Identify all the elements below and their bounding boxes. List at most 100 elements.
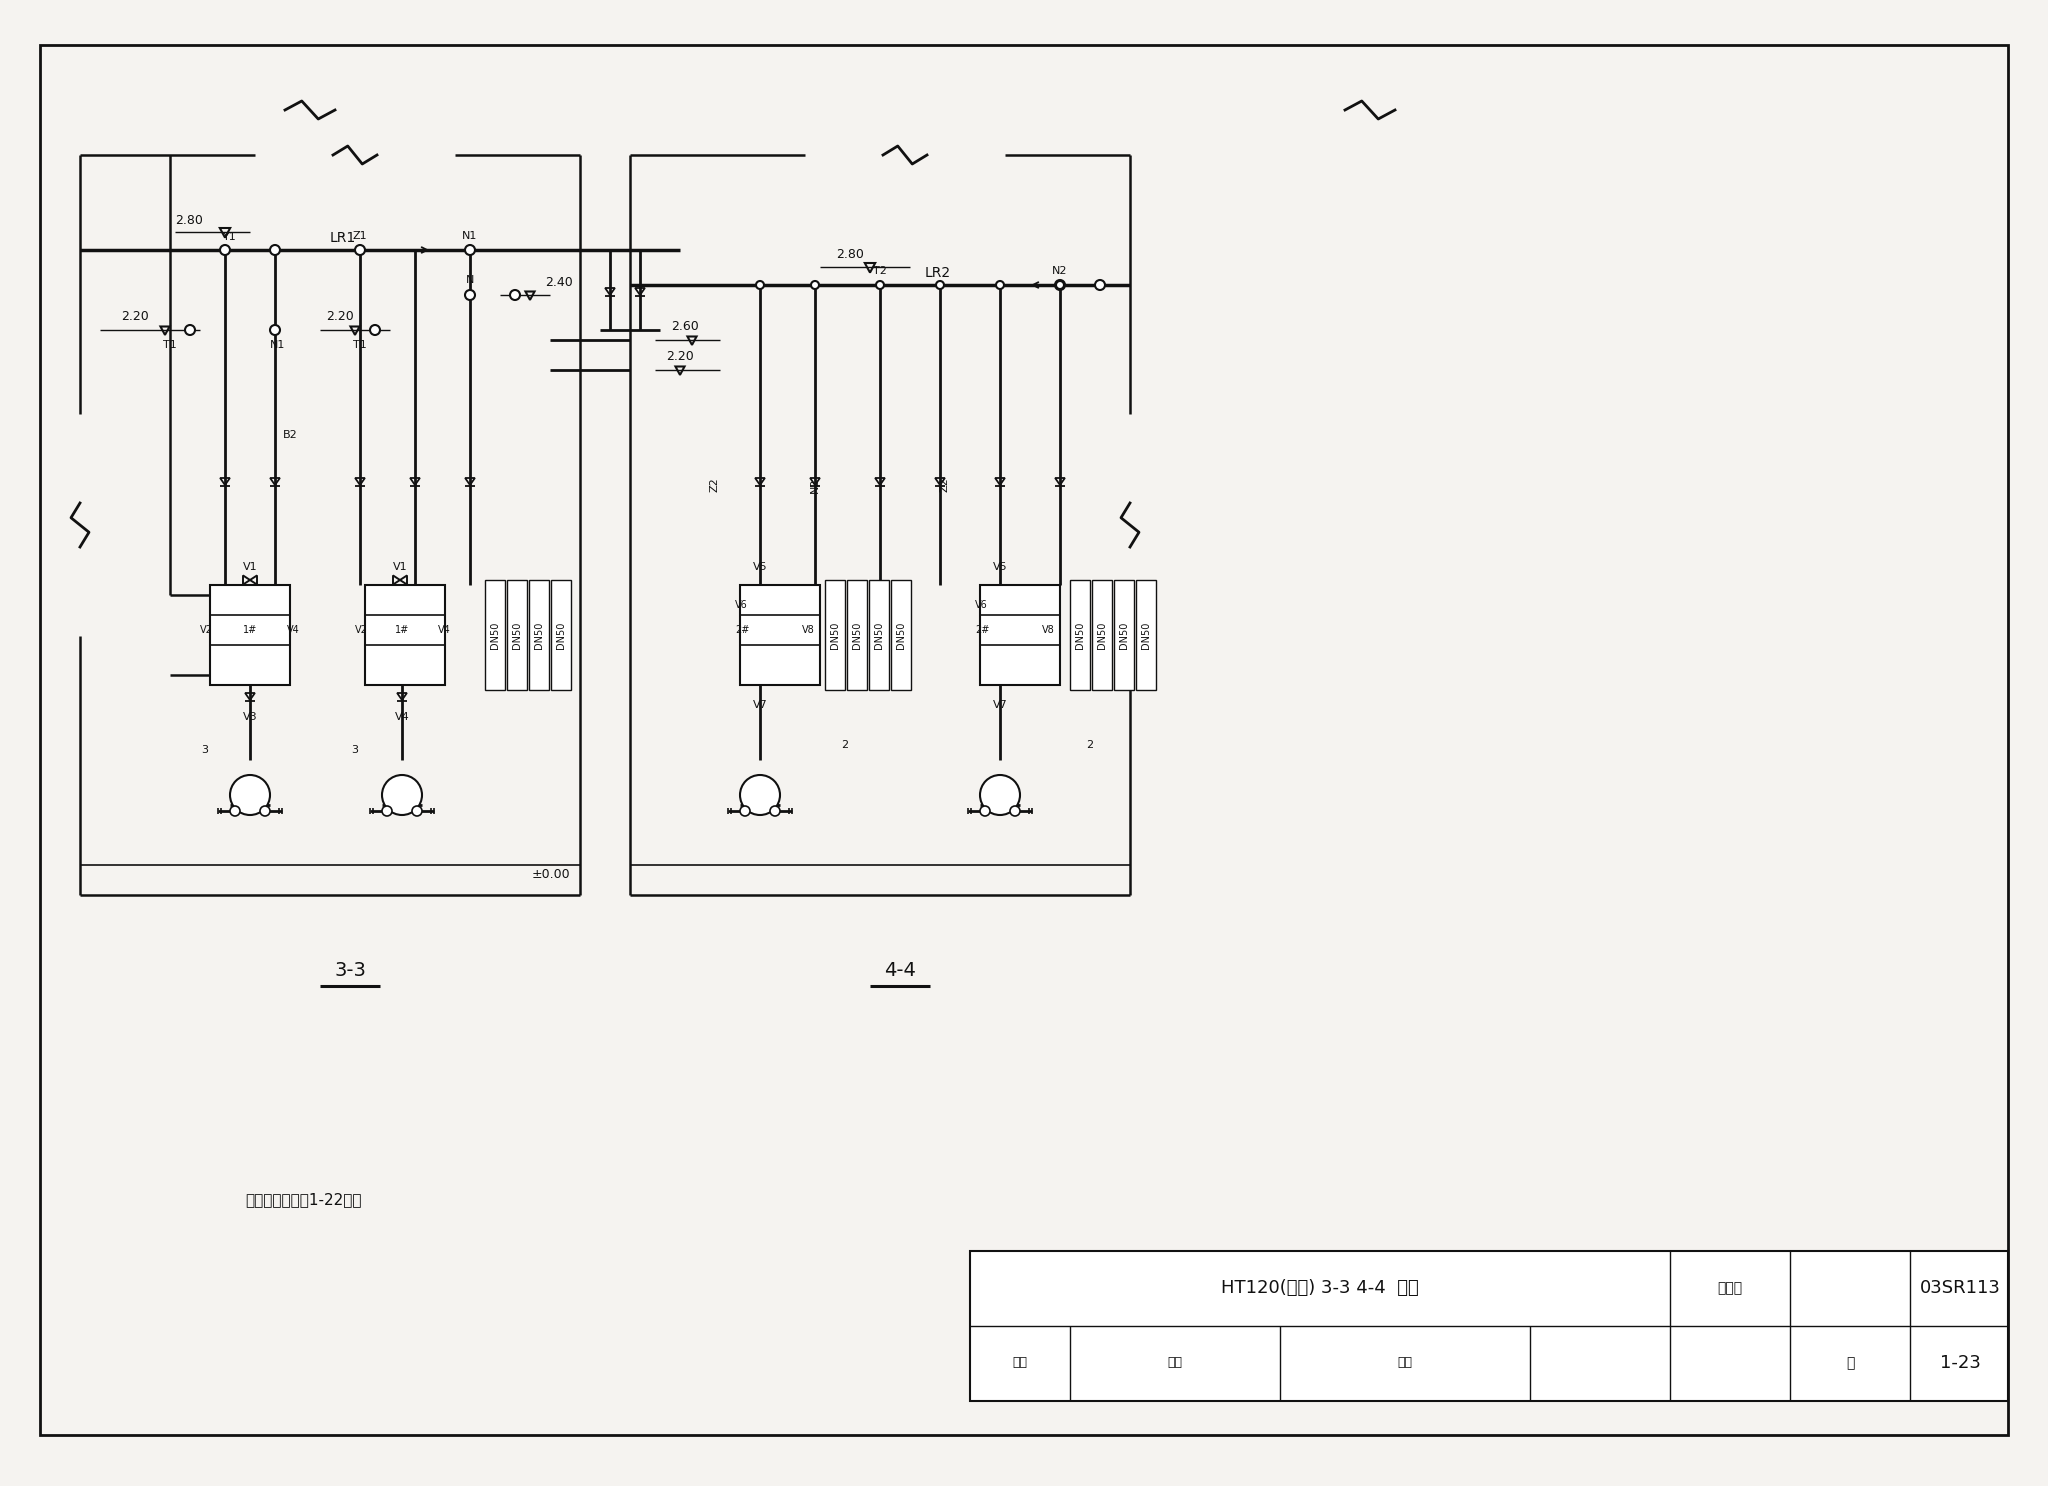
Bar	[528, 580, 549, 690]
Text: 1-23: 1-23	[1939, 1354, 1980, 1372]
Text: V4: V4	[438, 626, 451, 635]
Text: 注：设备表见第1-22页。: 注：设备表见第1-22页。	[246, 1192, 362, 1208]
Bar	[868, 580, 889, 690]
Circle shape	[1096, 279, 1106, 290]
Text: V8: V8	[803, 626, 815, 635]
Text: 2.40: 2.40	[545, 275, 573, 288]
Circle shape	[811, 281, 819, 288]
Text: DN50: DN50	[555, 621, 565, 649]
Text: 2.80: 2.80	[836, 248, 864, 260]
Text: DN50: DN50	[1118, 621, 1128, 649]
Text: V3: V3	[242, 712, 258, 722]
Circle shape	[371, 325, 381, 334]
Circle shape	[270, 325, 281, 334]
Circle shape	[270, 245, 281, 256]
Text: V2: V2	[201, 626, 213, 635]
Text: T1: T1	[352, 340, 367, 351]
Text: DN50: DN50	[512, 621, 522, 649]
Text: B2: B2	[283, 429, 297, 440]
Text: 2.20: 2.20	[326, 311, 354, 324]
Bar	[1137, 580, 1155, 690]
Bar	[981, 585, 1061, 685]
Text: DN50: DN50	[852, 621, 862, 649]
Circle shape	[981, 805, 989, 816]
Text: 设计: 设计	[1397, 1357, 1413, 1370]
Circle shape	[1010, 805, 1020, 816]
Bar	[739, 585, 819, 685]
Circle shape	[936, 281, 944, 288]
Text: V6: V6	[735, 600, 748, 609]
Text: DN50: DN50	[874, 621, 885, 649]
Text: T1: T1	[164, 340, 176, 351]
Text: DN50: DN50	[897, 621, 905, 649]
Text: 2: 2	[1085, 740, 1094, 750]
Text: V4: V4	[287, 626, 299, 635]
Text: 页: 页	[1845, 1357, 1853, 1370]
Bar	[485, 580, 506, 690]
Text: V5: V5	[754, 562, 768, 572]
Text: 2#: 2#	[975, 626, 989, 635]
Circle shape	[739, 776, 780, 814]
Text: 4-4: 4-4	[885, 960, 915, 979]
Bar	[551, 580, 571, 690]
Circle shape	[383, 776, 422, 814]
Text: 校对: 校对	[1167, 1357, 1182, 1370]
Text: T2: T2	[872, 266, 887, 276]
Text: 2.80: 2.80	[174, 214, 203, 226]
Text: Z2: Z2	[940, 477, 950, 492]
Bar	[1092, 580, 1112, 690]
Bar	[745, 785, 774, 802]
Bar	[387, 785, 416, 802]
Circle shape	[756, 281, 764, 288]
Text: Y1: Y1	[223, 232, 238, 242]
Text: LR1: LR1	[330, 230, 356, 245]
Text: 2#: 2#	[735, 626, 750, 635]
Text: 2.20: 2.20	[121, 311, 150, 324]
Text: N2: N2	[1053, 266, 1067, 276]
Text: 3: 3	[352, 744, 358, 755]
Text: Z1: Z1	[352, 230, 367, 241]
Circle shape	[877, 281, 885, 288]
Text: DN50: DN50	[1098, 621, 1108, 649]
Text: V4: V4	[395, 712, 410, 722]
Bar	[985, 785, 1014, 802]
Bar	[1114, 580, 1135, 690]
Circle shape	[412, 805, 422, 816]
Text: LR2: LR2	[926, 266, 950, 279]
Circle shape	[510, 290, 520, 300]
Text: Z2: Z2	[711, 477, 721, 492]
Text: V1: V1	[393, 562, 408, 572]
Bar	[971, 1251, 2007, 1401]
Bar	[825, 580, 846, 690]
Text: V7: V7	[752, 700, 768, 710]
Text: ±0.00: ±0.00	[530, 868, 569, 881]
Text: 3-3: 3-3	[334, 960, 367, 979]
Circle shape	[770, 805, 780, 816]
Text: 2.20: 2.20	[666, 351, 694, 364]
Text: V8: V8	[1042, 626, 1055, 635]
Circle shape	[1057, 281, 1065, 288]
Bar	[1069, 580, 1090, 690]
Text: 3: 3	[201, 744, 209, 755]
Circle shape	[229, 805, 240, 816]
Text: 2.60: 2.60	[672, 321, 698, 333]
Text: DN50: DN50	[1141, 621, 1151, 649]
Circle shape	[260, 805, 270, 816]
Bar	[236, 785, 264, 802]
Text: 1#: 1#	[244, 626, 258, 635]
Circle shape	[465, 290, 475, 300]
Text: 审核: 审核	[1012, 1357, 1028, 1370]
Circle shape	[229, 776, 270, 814]
Circle shape	[739, 805, 750, 816]
Text: V1: V1	[242, 562, 258, 572]
Text: 2: 2	[842, 740, 848, 750]
Circle shape	[219, 245, 229, 256]
Circle shape	[995, 281, 1004, 288]
Circle shape	[383, 805, 391, 816]
Text: DN50: DN50	[1075, 621, 1085, 649]
Circle shape	[354, 245, 365, 256]
Text: V5: V5	[993, 562, 1008, 572]
Circle shape	[465, 245, 475, 256]
Text: DN50: DN50	[829, 621, 840, 649]
Text: N: N	[465, 275, 475, 285]
